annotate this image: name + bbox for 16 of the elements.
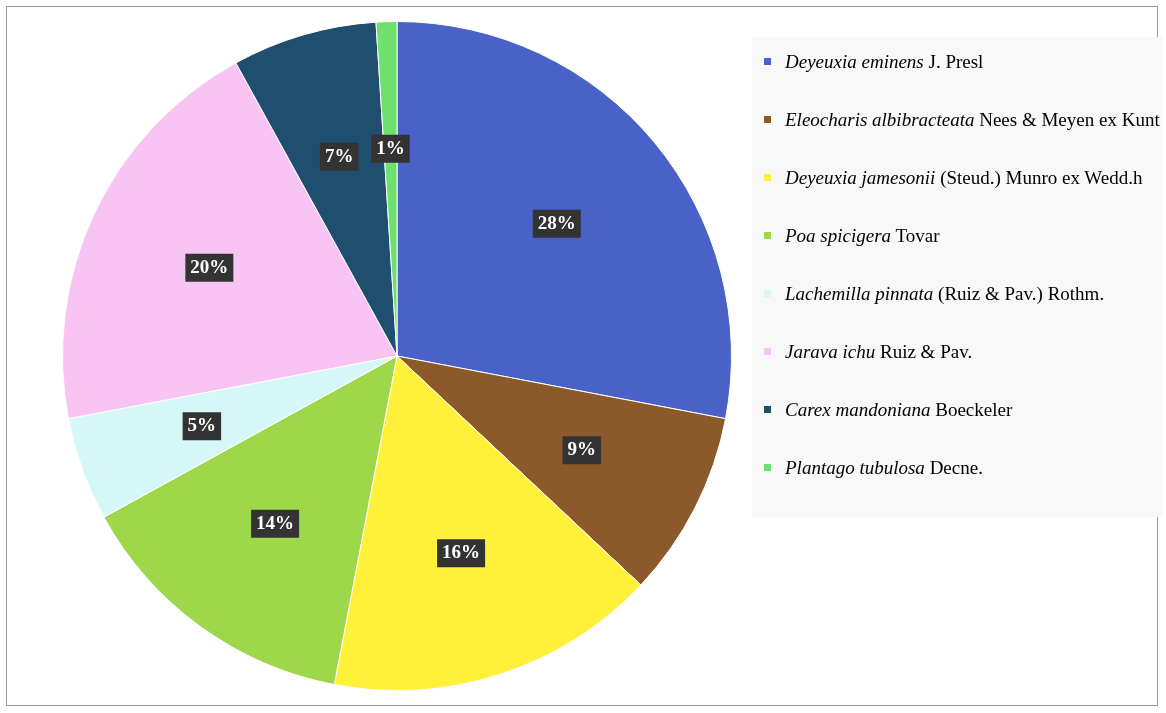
data-label: 20%	[190, 255, 229, 277]
data-label: 7%	[324, 144, 354, 166]
data-label: 9%	[567, 438, 597, 460]
data-label: 5%	[187, 414, 217, 436]
data-label: 28%	[537, 211, 576, 233]
legend-label: Carex mandoniana Boeckeler	[785, 398, 1013, 422]
legend-label: Lachemilla pinnata (Ruiz & Pav.) Rothm.	[785, 282, 1105, 306]
data-label: 14%	[256, 511, 295, 533]
legend-label: Deyeuxia jamesonii (Steud.) Munro ex Wedd.h	[785, 166, 1143, 190]
legend-label: Deyeuxia eminens J. Presl	[785, 50, 984, 74]
data-label: 16%	[442, 541, 481, 563]
legend-label: Poa spicigera Tovar	[785, 224, 940, 248]
legend-label: Plantago tubulosa Decne.	[785, 456, 983, 480]
data-label: 1%	[376, 136, 405, 158]
legend-label: Jarava ichu Ruiz & Pav.	[785, 340, 973, 364]
legend-label: Eleocharis albibracteata Nees & Meyen ex Kunt	[785, 108, 1160, 132]
